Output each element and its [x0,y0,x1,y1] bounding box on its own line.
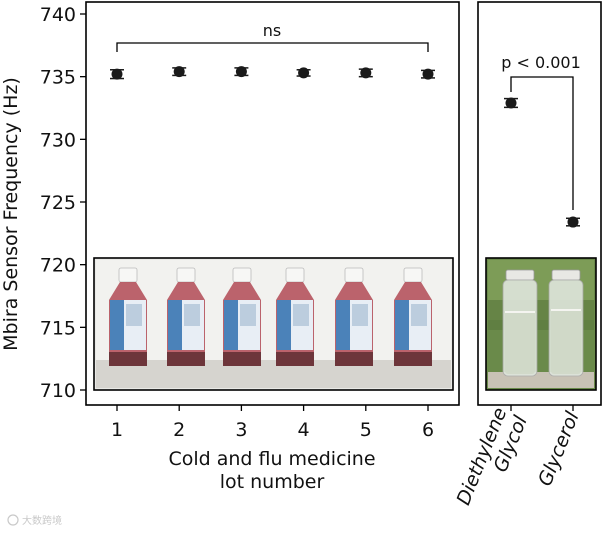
y-axis-title: Mbira Sensor Frequency (Hz) [0,77,22,351]
data-point-diethylene-glycol [504,97,518,109]
y-tick-label: 710 [40,380,76,402]
data-point-glycerol [566,216,580,228]
p-value-significance-bracket: p < 0.001 [501,53,581,210]
data-point-lot-3 [234,66,249,78]
y-tick-label: 720 [40,255,76,277]
x-tick-label-glycerol: Glycerol [534,408,584,489]
medicine-bottles-photo [93,257,454,391]
data-point-lot-4 [296,67,311,79]
medicine-bottle [109,267,147,366]
x-tick-label-lot-4: 4 [298,419,310,441]
x-axis-title-line-1: Cold and flu medicine [168,448,375,470]
vial-left [502,269,538,377]
y-tick-label: 735 [40,67,76,89]
data-point-lot-6 [421,68,435,80]
ns-annotation: ns [263,21,281,40]
x-axis-title-line-2: lot number [220,471,325,493]
data-point-lot-2 [172,66,187,78]
medicine-bottle [335,267,373,366]
y-tick-label: 740 [40,4,76,26]
x-tick-label-lot-6: 6 [422,419,434,441]
data-point-lot-5 [358,67,373,79]
y-tick-label: 715 [40,317,76,339]
x-tick-label-lot-2: 2 [173,419,185,441]
x-tick-label-lot-1: 1 [111,419,123,441]
vial-right [548,269,584,377]
medicine-bottle [167,267,205,366]
medicine-bottle [223,267,261,366]
medicine-bottle [394,267,432,366]
medicine-bottle [276,267,314,366]
left-panel-frame [85,1,460,406]
data-point-lot-1 [110,68,124,80]
watermark: 大数跨境 [7,514,62,527]
watermark-text: 大数跨境 [22,514,62,527]
y-tick-label: 725 [40,192,76,214]
x-tick-label-lot-5: 5 [360,419,372,441]
glycol-vials-photo [485,257,597,391]
y-tick-label: 730 [40,129,76,151]
x-tick-label-lot-3: 3 [235,419,247,441]
right-panel-frame [477,1,602,406]
p-value-annotation: p < 0.001 [501,53,581,72]
ns-significance-bracket: ns [116,21,429,52]
x-tick-label-line: Glycerol [534,408,584,489]
